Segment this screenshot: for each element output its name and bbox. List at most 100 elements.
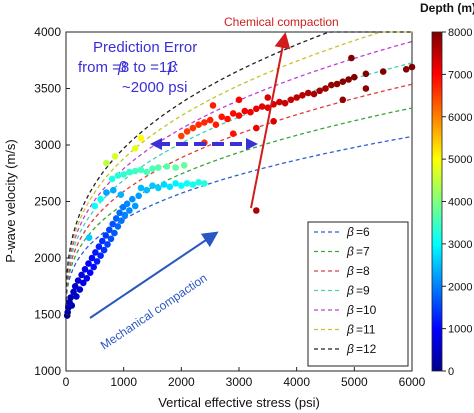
data-point xyxy=(102,232,110,239)
data-point xyxy=(135,192,142,200)
data-point xyxy=(114,223,122,230)
colorbar-tick-label: 3000 xyxy=(448,239,472,251)
scatter-points xyxy=(63,54,416,319)
data-point xyxy=(264,94,272,101)
data-point xyxy=(112,215,120,222)
curve-β=10 xyxy=(65,40,413,315)
data-point xyxy=(235,96,243,104)
legend-beta: β xyxy=(346,323,354,337)
data-point xyxy=(67,294,74,301)
data-point xyxy=(333,80,341,88)
legend-box xyxy=(307,221,409,367)
prediction-error-line-3: ~2000 psi xyxy=(122,79,187,96)
legend-label: =7 xyxy=(356,245,370,259)
curve-β=6 xyxy=(65,135,413,315)
legend-beta: β xyxy=(346,284,354,298)
data-point xyxy=(126,168,133,176)
data-point xyxy=(229,130,237,137)
data-point xyxy=(287,96,295,104)
data-point xyxy=(322,85,329,92)
data-point xyxy=(241,107,249,115)
data-point xyxy=(90,263,97,271)
data-point xyxy=(178,182,185,189)
colorbar-tick-label: 7000 xyxy=(448,69,472,81)
svg-text:from =8 to =11:: from =8 to =11: xyxy=(78,59,179,76)
legend-beta: β xyxy=(346,342,354,356)
data-point xyxy=(362,70,370,78)
data-point xyxy=(310,90,318,98)
data-point xyxy=(108,175,116,183)
colorbar-tick-label: 8000 xyxy=(448,27,472,39)
data-point xyxy=(172,180,179,187)
data-point xyxy=(252,105,260,113)
data-point xyxy=(155,184,162,192)
data-point xyxy=(137,134,145,142)
data-point xyxy=(131,145,139,152)
data-point xyxy=(85,260,92,267)
data-point xyxy=(212,121,220,128)
data-point xyxy=(316,87,324,95)
data-point xyxy=(172,164,179,171)
data-point xyxy=(91,202,99,210)
data-point xyxy=(85,234,93,241)
prediction-error-line-1: Prediction Error xyxy=(93,39,197,56)
svg-text:~2000 psi: ~2000 psi xyxy=(122,79,187,96)
svg-text:β: β xyxy=(117,59,127,76)
data-point xyxy=(100,246,108,254)
legend-beta: β xyxy=(346,303,354,317)
data-point xyxy=(178,132,185,140)
data-point xyxy=(81,266,89,273)
colorbar-ticks: 0 1000 2000 3000 4000 5000 6000 7000 8000 xyxy=(442,27,472,378)
data-point xyxy=(339,96,347,104)
x-tick-label: 4000 xyxy=(283,375,310,389)
mechanical-compaction-arrow xyxy=(89,231,219,319)
colorbar-tick-label: 6000 xyxy=(448,112,472,124)
data-point xyxy=(106,226,113,234)
colorbar-gradient xyxy=(431,31,443,372)
colorbar: Depth (m) 0 1000 2000 3000 4000 5000 6000 7000 8… xyxy=(420,1,474,378)
data-point xyxy=(116,209,123,217)
y-tick-label: 1000 xyxy=(34,364,61,378)
data-point xyxy=(143,168,150,176)
y-tick-label: 2000 xyxy=(34,251,61,265)
data-point xyxy=(121,211,129,219)
data-point xyxy=(71,283,79,290)
data-point xyxy=(183,128,191,135)
data-point xyxy=(293,94,301,101)
data-point xyxy=(97,252,104,259)
legend-label: =12 xyxy=(356,342,377,356)
data-point xyxy=(224,115,231,123)
data-point xyxy=(137,184,145,192)
x-tick-label: 0 xyxy=(63,375,70,389)
legend-label: =11 xyxy=(356,323,376,337)
colorbar-tick-label: 4000 xyxy=(448,197,472,209)
legend-beta: β xyxy=(346,264,354,278)
data-point xyxy=(86,269,94,277)
data-point xyxy=(328,81,335,89)
colorbar-tick-label: 1000 xyxy=(448,324,472,336)
data-point xyxy=(304,89,312,97)
data-point xyxy=(137,166,145,174)
chemical-compaction-label: Chemical compaction xyxy=(224,15,339,29)
data-point xyxy=(258,103,266,110)
prediction-error-line-2: from =8 to =11: xyxy=(78,59,179,76)
data-point xyxy=(104,241,111,248)
data-point xyxy=(166,183,174,191)
colorbar-tick-label: 5000 xyxy=(448,154,472,166)
data-point xyxy=(103,189,110,196)
curve-β=9 xyxy=(65,62,413,315)
legend: β =6β =7β =8β =9β =10β =11β =12 xyxy=(307,221,409,367)
data-point xyxy=(129,195,136,203)
data-point xyxy=(88,254,96,262)
x-axis-title: Vertical effective stress (psi) xyxy=(158,395,320,410)
data-point xyxy=(201,180,208,187)
data-point xyxy=(183,180,191,187)
x-axis: 0 1000 2000 3000 4000 5000 6000 xyxy=(63,367,426,389)
legend-beta: β xyxy=(346,245,354,259)
data-point xyxy=(229,110,237,117)
x-tick-label: 1000 xyxy=(110,375,137,389)
data-point xyxy=(143,186,150,194)
data-point xyxy=(76,286,84,293)
data-point xyxy=(163,163,171,170)
